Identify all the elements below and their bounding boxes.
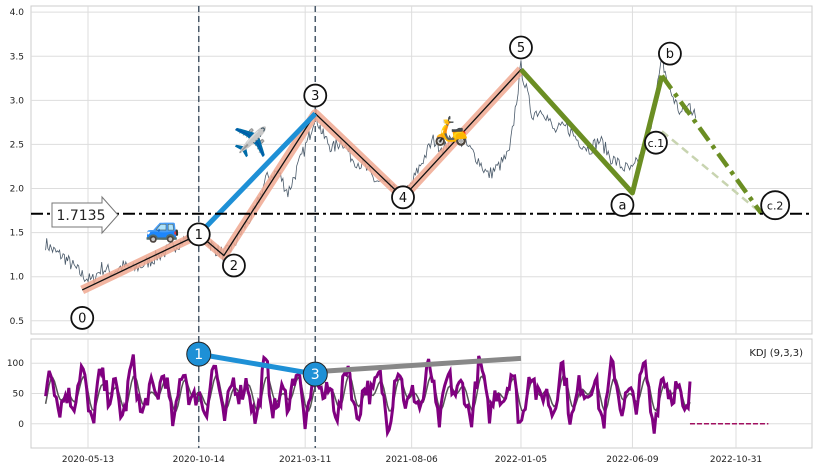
price-panel-frame — [30, 5, 813, 335]
wave-label: 4 — [399, 191, 407, 206]
correction-wave-line — [519, 67, 665, 196]
wave-label: 2 — [230, 259, 238, 274]
price-y-tick-label: 1.5 — [10, 229, 24, 239]
kdj-divergence-line — [315, 355, 522, 375]
projection-alt-line — [661, 130, 762, 215]
airplane-icon: ✈️ — [233, 124, 268, 158]
price-y-tick-label: 2.0 — [10, 185, 25, 195]
x-tick-label: 2022-01-05 — [495, 455, 547, 465]
kdj-divergence-line — [198, 351, 316, 377]
price-y-tick-label: 1.0 — [10, 273, 25, 283]
wave-label-circle — [658, 41, 682, 66]
wave-label-circle — [509, 35, 533, 60]
wave-label-circle — [70, 306, 95, 330]
kdj-divergence-label: 1 — [194, 347, 203, 363]
wave-label: c.2 — [767, 200, 784, 213]
wave-label: b — [666, 47, 674, 62]
wave-label: 0 — [78, 311, 86, 326]
scooter-icon: 🛵 — [434, 114, 469, 147]
price-y-tick-label: 3.5 — [10, 52, 24, 62]
wave-label-circle — [644, 130, 668, 155]
level-value-label: 1.7135 — [57, 208, 106, 224]
kdj-y-tick-label: 50 — [13, 390, 25, 400]
kdj-divergence-marker — [186, 341, 212, 367]
x-tick-label: 2022-06-09 — [606, 455, 659, 465]
kdj-j-line — [44, 354, 692, 439]
x-tick-label: 2022-10-31 — [710, 455, 762, 465]
wave-label-circle — [391, 185, 415, 210]
wave-label-circle — [760, 190, 791, 221]
wave-label: a — [618, 198, 626, 213]
kdj-y-tick-label: 100 — [7, 359, 24, 369]
projection-line — [660, 74, 764, 215]
kdj-divergence-label: 3 — [311, 367, 320, 383]
wave-label-circle — [186, 222, 211, 247]
impulse-wave-line — [81, 69, 522, 291]
price-y-tick-label: 3.0 — [10, 96, 25, 106]
wave-label: 5 — [517, 41, 525, 56]
price-y-tick-label: 2.5 — [10, 140, 24, 150]
kdj-y-tick-label: 0 — [18, 420, 24, 430]
wave-label: c.1 — [648, 137, 665, 150]
wave-label-circle — [303, 83, 328, 108]
level-arrow-box — [51, 195, 119, 235]
x-tick-label: 2021-03-11 — [279, 455, 331, 465]
kdj-divergence-marker — [302, 361, 328, 387]
x-tick-label: 2021-08-06 — [385, 455, 438, 465]
x-tick-label: 2020-05-13 — [62, 455, 114, 465]
wave-label-circle — [222, 253, 246, 278]
x-tick-label: 2020-10-14 — [173, 455, 226, 465]
price-y-tick-label: 0.5 — [10, 317, 24, 327]
wave-label: 3 — [311, 89, 319, 104]
price-y-tick-label: 4.0 — [10, 8, 25, 18]
wave-label-circle — [610, 193, 635, 217]
wave-label: 1 — [195, 228, 203, 243]
car-icon: 🚙 — [145, 211, 180, 244]
kdj-legend: KDJ (9,3,3) — [749, 348, 803, 359]
